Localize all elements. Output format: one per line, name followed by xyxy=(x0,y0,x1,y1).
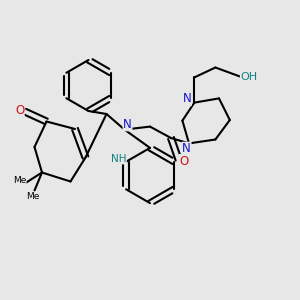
Text: N: N xyxy=(182,142,191,155)
Text: Me: Me xyxy=(26,192,40,201)
Text: OH: OH xyxy=(240,71,258,82)
Text: N: N xyxy=(123,118,132,131)
Text: NH: NH xyxy=(111,154,126,164)
Text: N: N xyxy=(182,92,191,106)
Text: O: O xyxy=(15,104,24,117)
Text: O: O xyxy=(179,154,188,168)
Text: Me: Me xyxy=(13,176,26,185)
